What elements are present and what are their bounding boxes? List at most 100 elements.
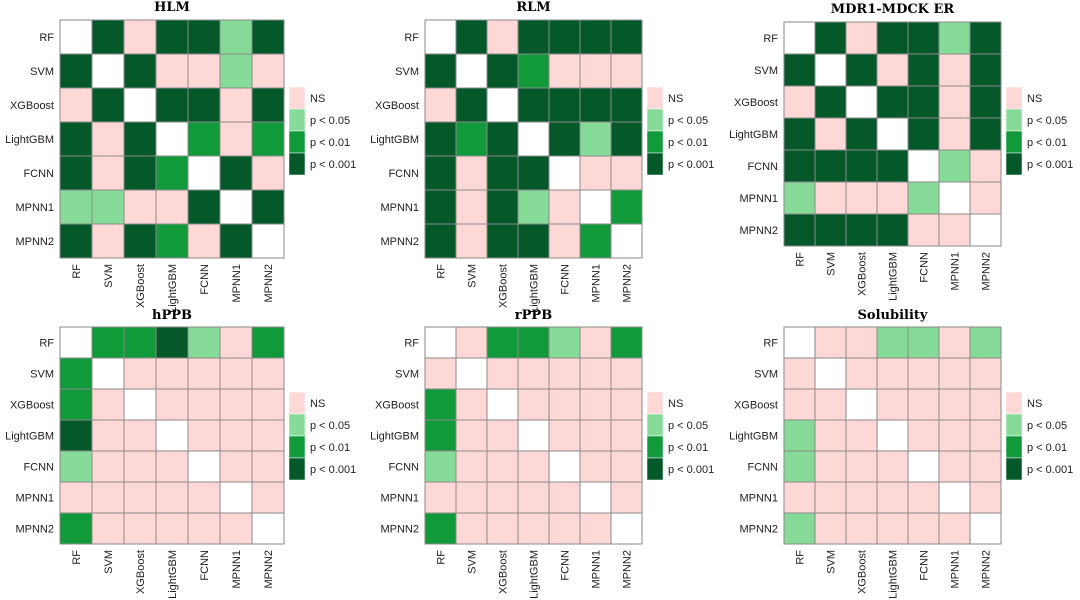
heatmap-cell	[579, 326, 612, 359]
legend-label: p < 0.01	[668, 442, 708, 454]
heatmap-cell	[59, 419, 93, 452]
heatmap-cell	[187, 450, 221, 483]
heatmap-cell	[907, 450, 940, 483]
row-label: SVM	[30, 66, 54, 78]
heatmap-cell	[845, 326, 878, 359]
heatmap-cell	[187, 189, 221, 225]
legend-label: NS	[310, 398, 325, 410]
legend-label: p < 0.001	[1027, 464, 1073, 476]
heatmap-cell	[486, 19, 519, 55]
heatmap-cell	[876, 85, 909, 119]
heatmap-cell	[969, 53, 1002, 87]
column-label: MPNN1	[591, 264, 603, 303]
column-label: RF	[795, 252, 807, 267]
heatmap-cell	[579, 481, 612, 514]
heatmap-cell	[907, 419, 940, 452]
heatmap-cell	[845, 450, 878, 483]
heatmap-cell	[91, 223, 125, 259]
column-label: MPNN1	[591, 550, 603, 589]
heatmap-cell	[845, 21, 878, 55]
heatmap-cell	[845, 85, 878, 119]
heatmap-cell	[187, 53, 221, 89]
row-label: XGBoost	[734, 400, 778, 412]
row-label: FCNN	[388, 462, 419, 474]
heatmap-cell	[610, 481, 643, 514]
heatmap-cell	[424, 326, 457, 359]
heatmap-cell	[219, 326, 253, 359]
heatmap-cell	[455, 357, 488, 390]
heatmap-cell	[219, 121, 253, 157]
heatmap-cell	[814, 85, 847, 119]
heatmap-cell	[424, 388, 457, 421]
heatmap-cell	[938, 149, 971, 183]
heatmap-cell	[251, 512, 285, 545]
heatmap-cell	[907, 181, 940, 215]
heatmap-cell	[876, 149, 909, 183]
heatmap-cell	[938, 450, 971, 483]
heatmap-cell	[969, 450, 1002, 483]
legend-swatch	[1005, 413, 1023, 437]
column-label: MPNN1	[950, 550, 962, 589]
heatmap-cell	[783, 326, 816, 359]
heatmap-cell	[59, 121, 93, 157]
heatmap-cell	[486, 223, 519, 259]
heatmap-cell	[219, 53, 253, 89]
row-label: MPNN1	[15, 202, 54, 214]
heatmap-cell	[783, 388, 816, 421]
heatmap-cell	[424, 223, 457, 259]
heatmap-cell	[579, 189, 612, 225]
heatmap-cell	[783, 85, 816, 119]
legend-label: NS	[668, 93, 683, 105]
row-label: XGBoost	[375, 100, 419, 112]
heatmap-cell	[517, 512, 550, 545]
column-label: XGBoost	[498, 264, 510, 308]
heatmap-cell	[187, 419, 221, 452]
heatmap-cell	[969, 213, 1002, 247]
heatmap-cell	[969, 481, 1002, 514]
row-label: FCNN	[23, 168, 54, 180]
row-label: FCNN	[747, 462, 778, 474]
column-label: LightGBM	[888, 550, 900, 599]
legend-label: p < 0.01	[1027, 442, 1067, 454]
heatmap-cell	[251, 121, 285, 157]
panel-title: MDR1-MDCK ER	[831, 2, 955, 17]
column-label: RF	[436, 550, 448, 565]
heatmap-cell	[155, 419, 189, 452]
column-label: MPNN1	[231, 550, 243, 589]
heatmap-cell	[424, 357, 457, 390]
row-label: SVM	[395, 66, 419, 78]
column-label: SVM	[103, 550, 115, 574]
legend-swatch	[646, 391, 664, 415]
heatmap-panel-4: rPPB RF SVM XGBoost LightGBM FCNN MPNN1 MPNN2 RF…	[370, 308, 714, 599]
row-label: MPNN2	[15, 236, 54, 248]
heatmap-cell	[907, 149, 940, 183]
heatmap-cell	[517, 87, 550, 123]
row-label: LightGBM	[370, 431, 419, 443]
row-label: MPNN1	[380, 202, 419, 214]
heatmap-cell	[938, 53, 971, 87]
column-label: XGBoost	[135, 550, 147, 594]
column-label: MPNN2	[622, 550, 634, 589]
heatmap-cell	[814, 149, 847, 183]
row-label: RF	[404, 338, 419, 350]
legend-swatch	[646, 413, 664, 437]
heatmap-cell	[455, 450, 488, 483]
legend-label: p < 0.001	[1027, 159, 1073, 171]
column-label: FCNN	[919, 550, 931, 581]
heatmap-cell	[91, 189, 125, 225]
column-label: RF	[71, 264, 83, 279]
heatmap-cell	[876, 117, 909, 151]
legend-swatch	[288, 435, 306, 459]
heatmap-cell	[91, 450, 125, 483]
row-label: SVM	[395, 369, 419, 381]
heatmap-cell	[938, 213, 971, 247]
heatmap-cell	[486, 326, 519, 359]
heatmap-cell	[610, 326, 643, 359]
heatmap-cell	[783, 450, 816, 483]
heatmap-cell	[548, 450, 581, 483]
legend-swatch	[1005, 435, 1023, 459]
heatmap-cell	[845, 213, 878, 247]
legend-label: p < 0.001	[668, 464, 714, 476]
legend-swatch	[1005, 457, 1023, 481]
heatmap-cell	[938, 512, 971, 545]
